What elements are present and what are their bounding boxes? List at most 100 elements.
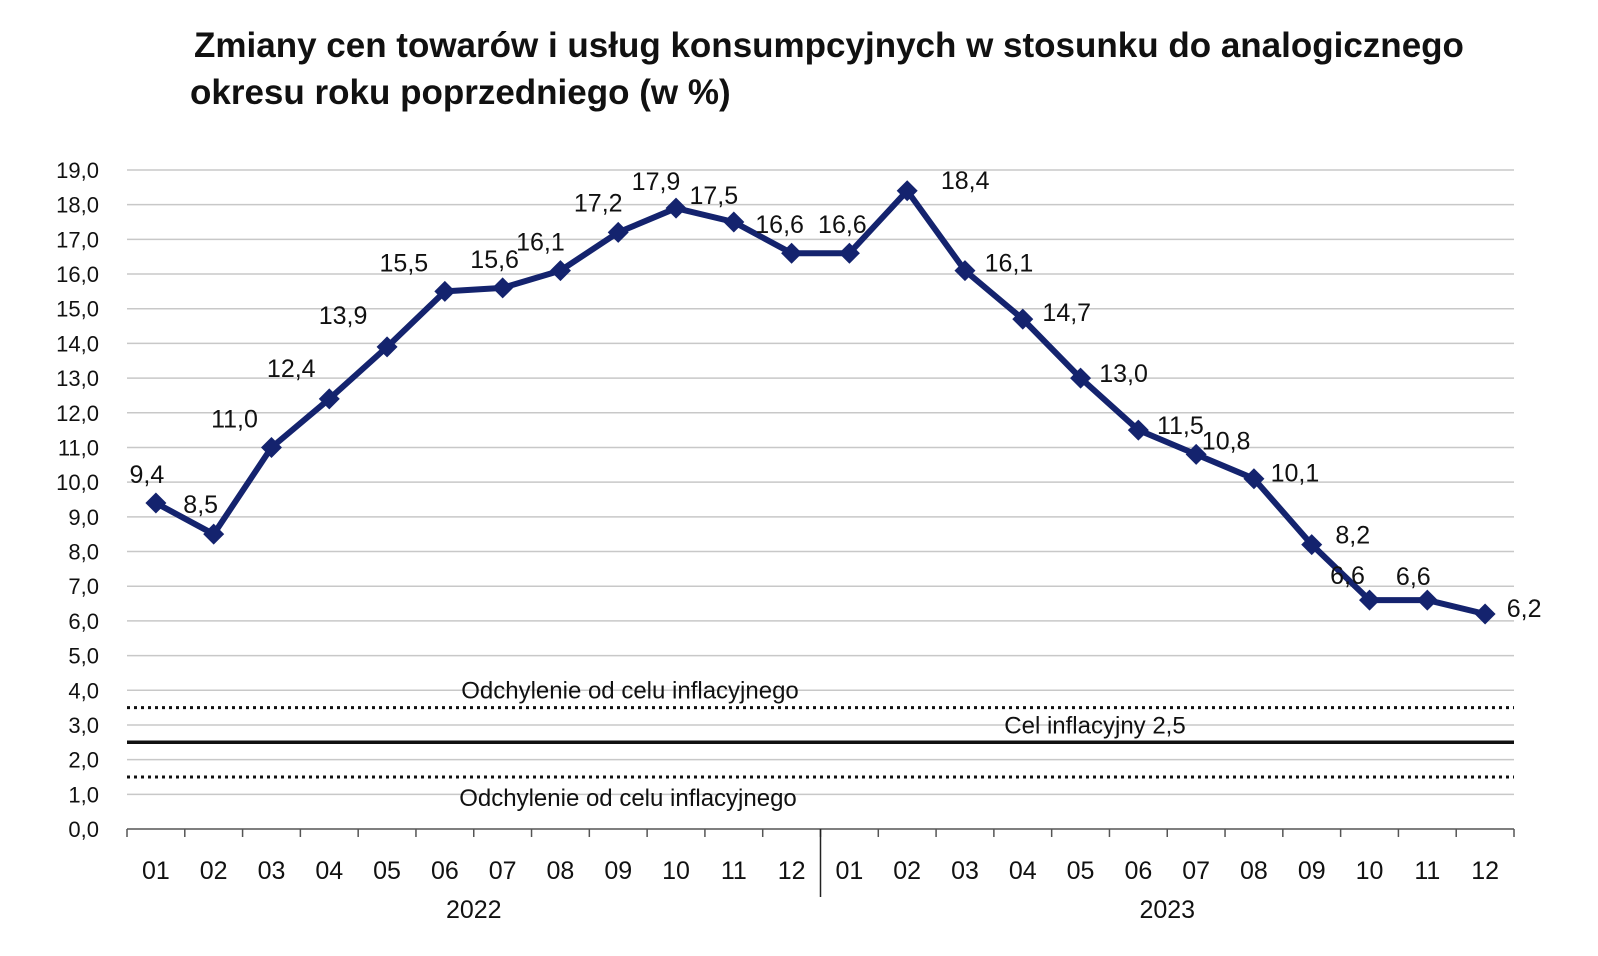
x-tick-label: 02 — [200, 857, 228, 885]
y-tick-label: 11,0 — [58, 435, 99, 460]
chart-title-line-2: okresu roku poprzedniego (w %) — [190, 73, 731, 112]
x-tick-label: 04 — [315, 857, 343, 885]
data-label: 11,0 — [211, 405, 258, 433]
data-point-marker — [1185, 443, 1207, 465]
data-label: 8,2 — [1335, 522, 1370, 550]
data-point-marker — [896, 180, 918, 202]
x-tick-label: 05 — [1067, 857, 1095, 885]
year-label: 2023 — [1139, 896, 1195, 924]
data-point-marker — [954, 260, 976, 282]
y-tick-label: 19,0 — [56, 158, 99, 183]
axes: 0,0 1,0 2,0 3,0 4,0 5,0 6,0 7,0 8,0 9,0 10,0 11,0 12… — [56, 158, 1515, 924]
data-point-marker — [1012, 308, 1034, 330]
data-point-marker — [665, 197, 687, 219]
chart-title-line-1: Zmiany cen towarów i usług konsumpcyjnyc… — [194, 26, 1464, 65]
data-label: 16,1 — [516, 229, 565, 257]
data-point-marker — [145, 492, 167, 514]
data-point-marker — [1301, 534, 1323, 556]
x-tick-label: 03 — [951, 857, 979, 885]
x-tick-label: 11 — [1414, 857, 1440, 885]
y-tick-label: 7,0 — [68, 574, 99, 599]
data-label: 10,8 — [1202, 427, 1251, 455]
y-tick-label: 9,0 — [68, 505, 99, 530]
data-label: 13,9 — [319, 302, 368, 330]
y-tick-label: 3,0 — [68, 713, 99, 738]
data-point-marker — [1474, 603, 1496, 625]
data-label: 6,2 — [1507, 595, 1542, 623]
x-tick-label: 07 — [489, 857, 517, 885]
data-label: 15,5 — [380, 249, 429, 277]
data-label: 17,2 — [574, 189, 623, 217]
y-tick-label: 15,0 — [56, 297, 99, 322]
data-label: 11,5 — [1157, 412, 1204, 440]
y-tick-label: 4,0 — [68, 678, 99, 703]
data-point-marker — [1127, 419, 1149, 441]
y-tick-label: 5,0 — [68, 644, 99, 669]
data-label: 15,6 — [470, 246, 519, 274]
data-label: 6,6 — [1396, 563, 1431, 591]
data-label: 18,4 — [941, 167, 990, 195]
x-tick-label: 06 — [1124, 857, 1152, 885]
data-label: 16,6 — [818, 211, 867, 239]
data-labels: 9,48,511,012,413,915,5 15,616,117,217,9 17… — [130, 167, 1542, 623]
data-point-marker — [1359, 589, 1381, 611]
y-tick-label: 13,0 — [56, 366, 99, 391]
data-point-marker — [549, 260, 571, 282]
data-label: 17,9 — [632, 168, 681, 196]
y-tick-label: 12,0 — [56, 401, 99, 426]
data-point-marker — [838, 242, 860, 264]
year-label: 2022 — [446, 896, 502, 924]
y-tick-label: 2,0 — [68, 748, 99, 773]
data-point-marker — [434, 280, 456, 302]
x-tick-label: 04 — [1009, 857, 1037, 885]
data-label: 8,5 — [183, 491, 218, 519]
data-point-marker — [781, 242, 803, 264]
data-point-marker — [607, 221, 629, 243]
data-point-marker — [1070, 367, 1092, 389]
y-tick-label: 17,0 — [56, 227, 99, 252]
y-tick-label: 6,0 — [68, 609, 99, 634]
x-tick-label: 10 — [1356, 857, 1384, 885]
data-label: 10,1 — [1271, 460, 1320, 488]
data-label: 17,5 — [689, 182, 738, 210]
data-point-marker — [376, 336, 398, 358]
data-label: 6,6 — [1330, 562, 1365, 590]
data-point-marker — [318, 388, 340, 410]
chart-title: Zmiany cen towarów i usług konsumpcyjnyc… — [190, 22, 1580, 116]
data-point-marker — [1243, 468, 1265, 490]
data-label: 12,4 — [267, 355, 316, 383]
data-label: 13,0 — [1099, 360, 1148, 388]
data-label: 16,1 — [985, 250, 1034, 278]
x-tick-label: 12 — [1471, 857, 1499, 885]
target-label: Cel inflacyjny 2,5 — [1004, 712, 1185, 739]
deviation-label: Odchylenie od celu inflacyjnego — [459, 785, 797, 812]
data-label: 14,7 — [1042, 299, 1091, 327]
data-point-marker — [1416, 589, 1438, 611]
y-tick-label: 1,0 — [68, 782, 99, 807]
x-tick-label: 03 — [258, 857, 286, 885]
reference-lines: Odchylenie od celu inflacyjnego Cel infla… — [127, 678, 1514, 812]
x-tick-label: 09 — [604, 857, 632, 885]
y-tick-label: 16,0 — [56, 262, 99, 287]
y-tick-label: 8,0 — [68, 540, 99, 565]
data-label: 16,6 — [755, 211, 804, 239]
y-tick-label: 18,0 — [56, 193, 99, 218]
x-tick-label: 01 — [835, 857, 863, 885]
x-tick-label: 11 — [721, 857, 747, 885]
x-tick-label: 01 — [142, 857, 170, 885]
x-tick-label: 02 — [893, 857, 921, 885]
series-layer — [145, 180, 1496, 625]
data-label: 9,4 — [130, 461, 165, 489]
data-point-marker — [723, 211, 745, 233]
x-tick-label: 12 — [778, 857, 806, 885]
x-tick-label: 05 — [373, 857, 401, 885]
x-tick-label: 08 — [1240, 857, 1268, 885]
x-tick-label: 10 — [662, 857, 690, 885]
deviation-label: Odchylenie od celu inflacyjnego — [461, 678, 799, 705]
y-tick-label: 10,0 — [56, 470, 99, 495]
series-line — [152, 187, 1489, 617]
y-tick-label: 0,0 — [68, 817, 99, 842]
data-point-marker — [492, 277, 514, 299]
gridlines — [127, 169, 1514, 796]
